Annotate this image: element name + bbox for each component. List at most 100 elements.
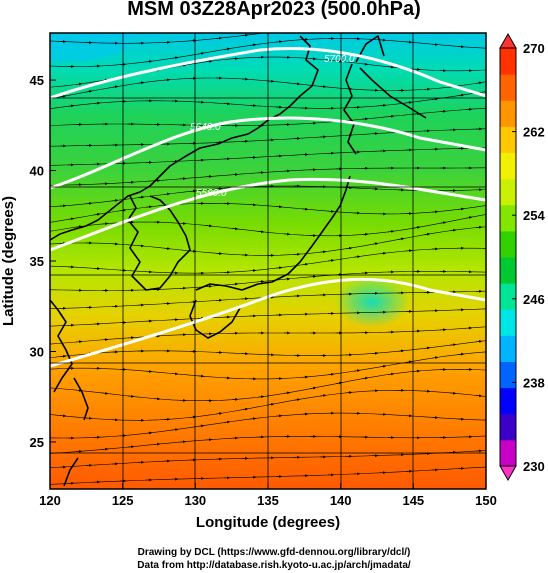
wind-arrow bbox=[483, 91, 486, 93]
wind-arrow bbox=[267, 402, 275, 406]
wind-arrow bbox=[75, 82, 83, 86]
wind-arrow bbox=[179, 63, 187, 67]
wind-arrow bbox=[319, 394, 327, 398]
wind-arrow bbox=[171, 428, 179, 432]
colorbar-segment bbox=[500, 361, 516, 389]
wind-arrow bbox=[249, 43, 257, 47]
wind-arrow bbox=[423, 232, 431, 236]
wind-arrow bbox=[275, 414, 283, 418]
wind-arrow bbox=[145, 431, 153, 435]
colorbar-frame bbox=[499, 47, 517, 467]
wind-arrow bbox=[320, 26, 326, 27]
colorbar-segment bbox=[500, 204, 516, 232]
wind-arrow bbox=[223, 47, 231, 51]
colorbar-segment bbox=[500, 178, 516, 206]
wind-arrow bbox=[327, 372, 335, 376]
colorbar-segment bbox=[500, 230, 516, 258]
x-axis: 120 125 130 135 140 145 150 bbox=[39, 483, 497, 508]
x-tick-label: 150 bbox=[475, 493, 497, 508]
wind-arrow bbox=[475, 81, 483, 85]
wind-arrow bbox=[413, 369, 421, 373]
wind-arrow bbox=[127, 445, 135, 449]
wind-arrow bbox=[431, 210, 439, 214]
wind-arrow bbox=[85, 202, 93, 205]
wind-arrow bbox=[379, 364, 387, 368]
wind-arrow bbox=[231, 282, 239, 286]
wind-arrow bbox=[397, 349, 405, 353]
x-tick-label: 130 bbox=[184, 493, 206, 508]
y-tick-label: 40 bbox=[30, 164, 44, 179]
contour-label: 5640.0 bbox=[190, 122, 221, 133]
wind-arrow bbox=[387, 65, 395, 69]
y-tick-label: 35 bbox=[30, 254, 44, 269]
wind-arrow bbox=[85, 90, 93, 93]
wind-arrow bbox=[319, 85, 327, 89]
x-tick-label: 120 bbox=[39, 493, 61, 508]
wind-arrow bbox=[465, 216, 473, 220]
wind-arrow bbox=[267, 79, 275, 83]
y-tick-label: 45 bbox=[30, 73, 44, 88]
x-tick-label: 135 bbox=[257, 493, 279, 508]
wind-arrow bbox=[309, 386, 317, 390]
wind-arrow bbox=[439, 109, 447, 113]
wind-arrow bbox=[387, 372, 395, 376]
wind-arrow bbox=[283, 277, 291, 281]
wind-arrow bbox=[59, 414, 67, 418]
wind-arrow bbox=[101, 222, 109, 226]
x-axis-label: Longitude (degrees) bbox=[196, 514, 340, 531]
wind-arrow bbox=[319, 250, 327, 254]
wind-arrow bbox=[449, 343, 457, 347]
wind-arrow bbox=[293, 82, 301, 86]
colorbar-segment bbox=[500, 309, 516, 336]
colorbar-tick-label: 270 bbox=[523, 41, 545, 56]
contour-labels: 5700.0 5640.0 5580.0 bbox=[190, 54, 355, 199]
wind-arrow bbox=[171, 372, 179, 376]
wind-arrow bbox=[475, 394, 483, 398]
wind-arrow bbox=[241, 407, 249, 411]
wind-arrow bbox=[431, 43, 439, 46]
wind-arrow bbox=[439, 221, 447, 225]
y-tick-label: 25 bbox=[30, 435, 44, 450]
wind-arrow bbox=[197, 424, 205, 428]
colorbar-segment bbox=[500, 152, 516, 180]
wind-arrow bbox=[294, 28, 300, 29]
wind-arrow bbox=[327, 259, 335, 262]
wind-arrow bbox=[163, 192, 171, 196]
wind-arrow bbox=[231, 227, 239, 231]
colorbar-min-arrow bbox=[499, 465, 517, 482]
contour-label: 5580.0 bbox=[196, 188, 227, 199]
wind-arrow bbox=[431, 356, 439, 360]
wind-arrow bbox=[405, 249, 413, 253]
wind-arrow bbox=[387, 230, 395, 233]
x-tick-label: 140 bbox=[330, 493, 352, 508]
wind-arrow bbox=[215, 412, 223, 416]
wind-arrow bbox=[405, 40, 413, 44]
credit-data: Data from http://database.rish.kyoto-u.a… bbox=[137, 560, 411, 571]
colorbar-segment bbox=[500, 74, 516, 101]
wind-arrow bbox=[353, 255, 361, 259]
coastlines bbox=[50, 35, 427, 487]
x-tick-label: 125 bbox=[112, 493, 134, 508]
y-axis: 25 30 35 40 45 bbox=[30, 73, 56, 450]
colorbar-segment bbox=[500, 48, 516, 75]
wind-arrow bbox=[379, 103, 387, 107]
contour-label: 5700.0 bbox=[324, 54, 355, 65]
wind-arrow bbox=[345, 246, 353, 250]
wind-arrow bbox=[241, 33, 249, 37]
wind-arrow bbox=[205, 59, 213, 63]
wind-arrow bbox=[137, 244, 145, 248]
wind-arrow bbox=[75, 225, 83, 229]
wind-arrow bbox=[171, 56, 179, 60]
map-title: MSM 03Z28Apr2023 (500.0hPa) bbox=[127, 0, 421, 20]
wind-arrow bbox=[293, 398, 301, 402]
height-contours bbox=[50, 47, 486, 368]
cold-anomaly bbox=[334, 276, 410, 328]
wind-arrow bbox=[301, 262, 309, 266]
colorbar-segment bbox=[500, 439, 516, 467]
wind-arrow bbox=[197, 52, 205, 55]
wind-arrow bbox=[111, 199, 119, 202]
colorbar-segment bbox=[500, 283, 516, 310]
wind-arrow bbox=[137, 195, 145, 199]
wind-arrow bbox=[257, 230, 265, 234]
wind-arrow bbox=[223, 420, 231, 424]
